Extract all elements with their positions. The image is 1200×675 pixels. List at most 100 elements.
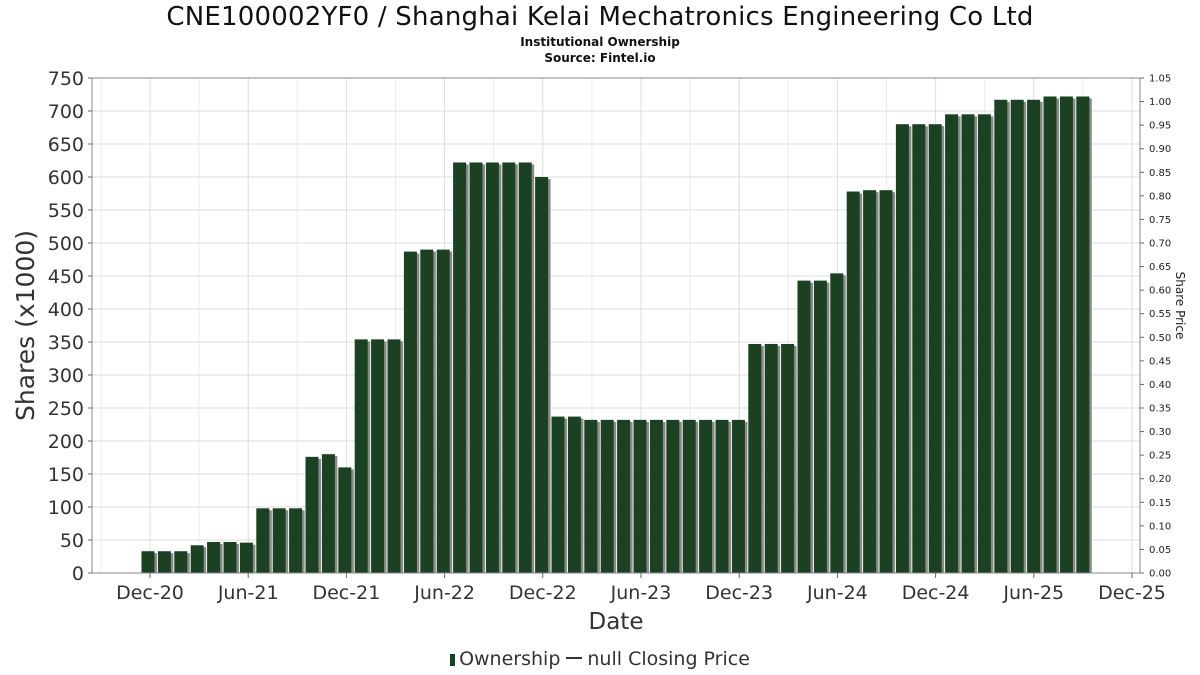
y2-tick-label: 0.45 (1149, 356, 1171, 367)
plot-frame (91, 77, 1141, 574)
y2-tick-label: 0.85 (1149, 168, 1171, 179)
ownership-bar (551, 416, 565, 573)
chart-legend: Ownership null Closing Price (0, 648, 1200, 670)
y2-tick-label: 0.55 (1149, 309, 1171, 320)
ownership-bar (731, 419, 745, 573)
y2-tick-label: 0.25 (1149, 451, 1171, 462)
y-tick-label: 250 (48, 398, 84, 420)
ownership-bar (256, 508, 270, 573)
y2-tick-label: 0.50 (1149, 333, 1171, 344)
x-tick-label: Dec-25 (1098, 582, 1166, 604)
y-tick-label: 350 (48, 332, 84, 354)
ownership-bar (1010, 99, 1024, 573)
ownership-bar (403, 251, 417, 573)
chart-source: Source: Fintel.io (544, 51, 656, 65)
ownership-bar (1043, 96, 1057, 573)
ownership-bar (469, 162, 483, 574)
price-legend-swatch (566, 657, 583, 659)
ownership-bar (141, 551, 155, 573)
ownership-bar (535, 177, 549, 573)
y-axis-title: Shares (x1000) (11, 230, 40, 421)
x-tick-label: Jun-24 (806, 582, 868, 604)
chart-title: CNE100002YF0 / Shanghai Kelai Mechatroni… (166, 2, 1034, 32)
y2-tick-label: 0.95 (1149, 121, 1171, 132)
ownership-bar (157, 551, 171, 573)
ownership-bar (846, 191, 860, 573)
x-tick-label: Dec-24 (902, 582, 970, 604)
y-tick-label: 500 (48, 233, 84, 255)
y2-tick-label: 0.65 (1149, 262, 1171, 273)
ownership-bar (764, 343, 778, 573)
x-tick-label: Dec-23 (705, 582, 773, 604)
y-tick-label: 300 (48, 365, 84, 387)
ownership-bar (338, 467, 352, 573)
y-tick-label: 50 (60, 530, 84, 552)
ownership-bar (666, 419, 680, 573)
ownership-bar (420, 249, 434, 573)
ownership-bar (961, 114, 975, 574)
ownership-bar (879, 190, 893, 573)
ownership-bar (699, 419, 713, 573)
y2-tick-label: 0.20 (1149, 474, 1171, 485)
y2-tick-label: 0.70 (1149, 239, 1171, 250)
y2-tick-label: 0.30 (1149, 427, 1171, 438)
ownership-bar (453, 162, 467, 574)
y2-tick-label: 0.10 (1149, 521, 1171, 532)
ownership-bar (174, 551, 188, 573)
ownership-bar (1027, 99, 1041, 573)
ownership-bar (354, 339, 368, 573)
y2-tick-label: 0.35 (1149, 404, 1171, 415)
y-tick-label: 150 (48, 464, 84, 486)
ownership-bar (928, 124, 942, 573)
x-tick-label: Jun-22 (413, 582, 475, 604)
ownership-bar (682, 419, 696, 573)
x-tick-label: Dec-21 (312, 582, 380, 604)
y-tick-label: 650 (48, 134, 84, 156)
chart-subtitle: Institutional Ownership (520, 35, 680, 49)
ownership-bar (223, 541, 237, 573)
y2-tick-label: 1.00 (1149, 97, 1171, 108)
ownership-bar (715, 419, 729, 573)
y-tick-label: 600 (48, 167, 84, 189)
legend-price-label: null Closing Price (587, 648, 750, 670)
ownership-bar (321, 454, 335, 573)
ownership-bar (567, 416, 581, 573)
ownership-bar (371, 339, 385, 573)
ownership-bar (436, 249, 450, 573)
ownership-bar (239, 542, 253, 573)
y-tick-label: 0 (72, 563, 84, 585)
legend-ownership-label: Ownership (459, 648, 561, 670)
x-tick-label: Dec-22 (509, 582, 577, 604)
x-tick-label: Jun-23 (610, 582, 672, 604)
ownership-bar (895, 124, 909, 573)
x-axis-title: Date (589, 609, 644, 635)
y2-tick-label: 0.00 (1149, 569, 1171, 580)
ownership-legend-swatch (450, 654, 456, 666)
ownership-bar (797, 280, 811, 573)
y2-axis-title: Share Price (1173, 272, 1187, 340)
ownership-bar (272, 508, 286, 573)
ownership-bar (912, 124, 926, 573)
x-tick-label: Jun-25 (1002, 582, 1064, 604)
ownership-bar (633, 419, 647, 573)
y-tick-label: 200 (48, 431, 84, 453)
ownership-bar (863, 190, 877, 573)
y-tick-label: 100 (48, 497, 84, 519)
ownership-bar (649, 419, 663, 573)
ownership-chart: 0 50 100 150 200 250 300 350 400 450 500 550 600 650 7… (11, 68, 1187, 635)
ownership-bar (1059, 96, 1073, 573)
x-tick-label: Dec-20 (116, 582, 184, 604)
ownership-bar (830, 273, 844, 573)
y-tick-label: 750 (48, 68, 84, 90)
ownership-bar (289, 508, 303, 573)
y-tick-label: 700 (48, 101, 84, 123)
y2-tick-label: 0.80 (1149, 191, 1171, 202)
ownership-bar (781, 343, 795, 573)
ownership-bar (748, 343, 762, 573)
y2-tick-label: 0.15 (1149, 498, 1171, 509)
y2-tick-label: 0.60 (1149, 286, 1171, 297)
ownership-bar (502, 162, 516, 574)
y-tick-label: 400 (48, 299, 84, 321)
y2-tick-label: 0.90 (1149, 144, 1171, 155)
ownership-bar (305, 456, 319, 573)
